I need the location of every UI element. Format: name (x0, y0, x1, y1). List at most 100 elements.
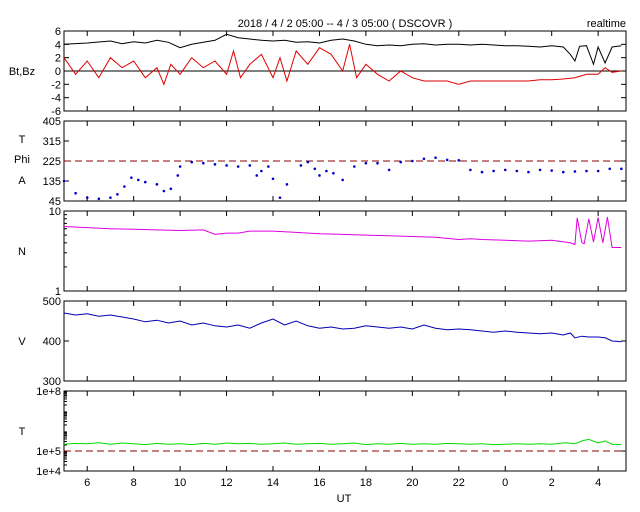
data-point-phi (313, 167, 317, 171)
data-point-phi (213, 163, 217, 166)
panel-density: 10 1 N (18, 206, 627, 298)
data-point-phi (445, 158, 449, 162)
y-tick-label: 45 (49, 196, 61, 208)
data-point-phi (596, 169, 600, 173)
data-point-phi (411, 159, 414, 163)
data-point-phi (480, 170, 484, 174)
data-point-phi (332, 171, 335, 175)
panel-speed: 500 400 300 V (18, 296, 627, 388)
x-tick-label: 18 (360, 477, 372, 489)
chart-title: 2018 / 4 / 2 05:00 -- 4 / 3 05:00 ( DSCO… (238, 18, 453, 30)
y-tick-label: -4 (51, 93, 61, 105)
series-line-bt (63, 33, 622, 66)
data-point-phi (515, 169, 519, 173)
x-tick-label: 22 (453, 477, 465, 489)
x-tick-label: 4 (595, 477, 601, 489)
y-tick-label: 500 (43, 296, 61, 308)
x-tick-label: 2 (549, 477, 555, 489)
data-point-phi (561, 170, 565, 174)
x-tick-label: 10 (174, 477, 186, 489)
data-point-phi (608, 167, 612, 171)
series-line-n (63, 217, 622, 248)
data-point-phi (176, 174, 180, 177)
data-point-phi (457, 159, 461, 162)
data-point-phi (469, 168, 472, 172)
panel-phi-angle: 405 315 225 135 45 T Phi A (14, 116, 627, 208)
data-point-phi (318, 174, 321, 177)
y-axis-label: Bt,Bz (9, 66, 35, 78)
data-point-phi (116, 193, 119, 196)
data-point-phi (503, 168, 507, 172)
y-tick-label: 225 (43, 156, 61, 168)
data-point-phi (123, 185, 126, 188)
data-point-phi (236, 165, 240, 168)
y-axis-label: A (18, 175, 26, 187)
data-point-phi (97, 197, 101, 201)
data-point-phi (267, 165, 270, 168)
data-point-phi (190, 160, 194, 164)
series-line-bz (63, 44, 622, 86)
data-point-phi (271, 177, 275, 181)
data-point-phi (434, 156, 437, 159)
y-tick-label: 2 (55, 53, 61, 65)
data-point-phi (285, 183, 289, 186)
data-point-phi (260, 169, 263, 173)
y-tick-label: 4 (55, 39, 61, 51)
data-point-phi (364, 161, 368, 165)
data-point-phi (255, 174, 259, 177)
data-point-phi (325, 169, 328, 173)
y-axis-label: Phi (14, 154, 30, 166)
data-point-phi (376, 161, 379, 165)
data-point-phi (299, 164, 303, 167)
panel-temperature: 1e+8 1e+5 1e+4 T (19, 386, 627, 478)
data-point-phi (62, 179, 66, 183)
y-tick-label: 1e+5 (36, 446, 61, 458)
y-axis-label: T (19, 426, 26, 438)
y-tick-label: 6 (55, 26, 61, 38)
x-tick-label: 0 (502, 477, 508, 489)
y-tick-label: 400 (43, 336, 61, 348)
data-point-phi (387, 168, 391, 172)
x-tick-label: 14 (267, 477, 279, 489)
x-tick-label: 20 (406, 477, 418, 489)
series-line-v (63, 312, 622, 343)
y-axis-label: N (18, 246, 26, 258)
series-line-t (63, 438, 622, 446)
data-point-phi (85, 196, 89, 199)
data-point-phi (306, 160, 310, 164)
data-point-phi (109, 196, 112, 199)
x-tick-label: 6 (84, 477, 90, 489)
y-tick-label: 0 (55, 66, 61, 78)
data-point-phi (550, 169, 553, 172)
data-point-phi (399, 160, 403, 164)
data-point-phi (538, 168, 542, 172)
data-point-phi (620, 167, 623, 171)
x-tick-label: 16 (313, 477, 325, 489)
data-point-phi (573, 170, 577, 173)
panel-frame (63, 300, 627, 382)
data-point-phi (527, 170, 530, 174)
panel-frame (63, 390, 627, 472)
panels: 6420-2-4-6Bt,Bz40531522513545TPhiA101N50… (9, 26, 627, 489)
data-point-phi (178, 165, 182, 168)
y-tick-label: 405 (43, 116, 61, 128)
realtime-label: realtime (587, 18, 626, 30)
data-point-phi (225, 164, 228, 167)
data-point-phi (162, 189, 166, 193)
y-tick-label: 315 (43, 136, 61, 148)
data-point-phi (143, 180, 147, 184)
y-axis-label: V (18, 336, 26, 348)
data-point-phi (248, 164, 252, 167)
y-tick-label: -6 (51, 106, 61, 118)
y-tick-label: 10 (49, 206, 61, 218)
x-tick-label: 12 (220, 477, 232, 489)
panel-magnetic-field: 64 20-2 -4-6 Bt,Bz (9, 26, 627, 118)
data-point-phi (492, 169, 495, 173)
x-tick-label: 8 (131, 477, 137, 489)
y-tick-label: 1e+4 (36, 466, 61, 478)
y-tick-label: 300 (43, 376, 61, 388)
y-tick-label: -2 (51, 79, 61, 91)
panel-frame (63, 210, 627, 292)
data-point-phi (422, 157, 426, 161)
